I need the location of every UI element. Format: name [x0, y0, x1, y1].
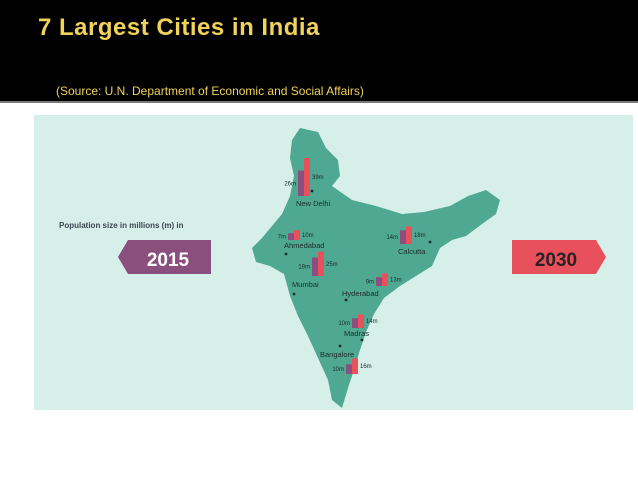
city-name-bangalore: Bangalore — [320, 350, 354, 359]
bar-2015-new-delhi — [298, 170, 304, 196]
city-dot-new-delhi — [310, 189, 314, 193]
legend-label-2015: 2015 — [147, 250, 190, 271]
label-2030-new-delhi: 39m — [312, 175, 324, 181]
city-name-new-delhi: New Delhi — [296, 199, 331, 208]
city-dot-ahmedabad — [284, 252, 288, 256]
bar-2015-mumbai — [312, 257, 318, 276]
bar-2015-hyderabad — [376, 277, 382, 286]
bar-2030-ahmedabad — [294, 230, 300, 240]
label-2015-madras: 10m — [338, 321, 350, 327]
slide-subtitle: (Source: U.N. Department of Economic and… — [56, 84, 364, 98]
label-2030-hyderabad: 13m — [390, 278, 402, 284]
label-2015-calcutta: 14m — [386, 235, 398, 241]
city-dot-bangalore — [338, 344, 342, 348]
label-2015-bangalore: 10m — [332, 367, 344, 373]
label-2030-mumbai: 25m — [326, 262, 338, 268]
label-2030-madras: 14m — [366, 319, 378, 325]
header-divider — [0, 101, 638, 103]
legend-arrow-2030 — [512, 240, 606, 274]
label-2015-new-delhi: 26m — [284, 181, 296, 187]
label-2030-ahmedabad: 10m — [302, 233, 314, 239]
city-name-calcutta: Calcutta — [398, 247, 426, 256]
city-dot-mumbai — [292, 292, 296, 296]
label-2030-bangalore: 16m — [360, 364, 372, 370]
bar-2015-ahmedabad — [288, 233, 294, 240]
chart-note: Population size in millions (m) in — [59, 221, 184, 230]
bar-2015-madras — [352, 318, 358, 328]
bar-2030-mumbai — [318, 251, 324, 276]
city-name-mumbai: Mumbai — [292, 280, 319, 289]
label-2015-mumbai: 19m — [298, 265, 310, 271]
city-dot-calcutta — [428, 240, 432, 244]
legend-label-2030: 2030 — [535, 250, 577, 271]
india-map-shape — [252, 128, 500, 408]
city-name-hyderabad: Hyderabad — [342, 289, 379, 298]
label-2015-hyderabad: 9m — [366, 280, 374, 286]
city-dot-hyderabad — [344, 298, 348, 302]
city-name-madras: Madras — [344, 329, 369, 338]
bar-2030-calcutta — [406, 226, 412, 244]
label-2015-ahmedabad: 7m — [278, 235, 286, 241]
bar-2030-madras — [358, 314, 364, 328]
city-dot-madras — [360, 338, 364, 342]
bar-2015-bangalore — [346, 364, 352, 374]
slide-title: 7 Largest Cities in India — [38, 14, 320, 41]
bar-2030-hyderabad — [382, 273, 388, 286]
bar-2015-calcutta — [400, 230, 406, 244]
city-name-ahmedabad: Ahmedabad — [284, 241, 324, 250]
slide-header: 7 Largest Cities in India (Source: U.N. … — [0, 0, 638, 101]
bar-2030-new-delhi — [304, 158, 310, 196]
legend-arrow-2015 — [118, 240, 211, 274]
label-2030-calcutta: 18m — [414, 233, 426, 239]
bar-2030-bangalore — [352, 358, 358, 374]
